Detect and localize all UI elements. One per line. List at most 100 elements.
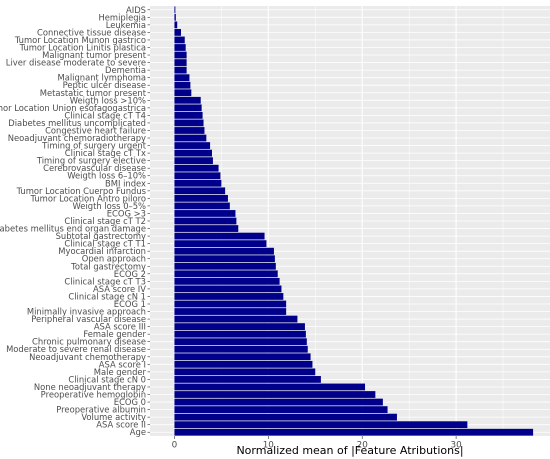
category-label: Neoadjuvant chemotherapy <box>29 352 146 362</box>
bar <box>174 262 276 270</box>
bar <box>174 172 221 180</box>
bar <box>174 285 282 293</box>
category-label: Subtotal gastrectomy <box>56 231 146 241</box>
bar <box>174 202 230 210</box>
bar <box>174 330 306 338</box>
category-label: Male gender <box>94 367 147 377</box>
bar <box>174 360 313 368</box>
category-label: Clinical stage cN 0 <box>68 374 146 384</box>
bar <box>174 44 186 51</box>
bar <box>174 308 287 315</box>
category-label: Minimally invasive approach <box>27 307 146 317</box>
category-label: Liver disease moderate to severe <box>6 58 146 68</box>
bar <box>174 149 212 157</box>
category-label: AIDS <box>126 5 146 15</box>
bar <box>174 315 298 323</box>
category-label: BMI index <box>105 178 146 188</box>
category-label: Tumor Location Antro piloro <box>30 193 146 203</box>
category-label: Moderate to severe renal disease <box>6 344 146 354</box>
category-label: Congestive heart failure <box>45 125 146 135</box>
x-tick-label: 30 <box>451 441 463 451</box>
bar <box>174 232 265 240</box>
bar <box>174 6 176 14</box>
category-label: None neoadjuvant therapy <box>34 382 146 392</box>
bar <box>174 74 190 82</box>
category-label: Leukemia <box>106 20 146 30</box>
bar <box>174 210 236 217</box>
category-label: Open approach <box>82 254 146 264</box>
bar <box>174 300 287 308</box>
category-label: Clinical stage cT T1 <box>64 239 146 249</box>
bar <box>174 13 176 21</box>
category-label: Cerebrovascular disease <box>43 163 146 173</box>
category-label: ASA score IV <box>93 284 146 294</box>
category-label: Clinical stage cT T3 <box>64 276 146 286</box>
bar <box>174 398 383 406</box>
x-tick-label: 10 <box>263 441 275 451</box>
bar <box>174 277 280 285</box>
bar <box>174 134 207 142</box>
bar <box>174 187 226 195</box>
category-label: Preoperative albumin <box>56 405 146 415</box>
category-label: Neoadjuvant chemoradiotherapy <box>8 133 146 143</box>
bar <box>174 194 228 202</box>
bar <box>174 225 239 232</box>
category-label: Peptic ulcer disease <box>63 80 146 90</box>
category-label: Age <box>130 427 146 437</box>
bar <box>174 255 275 263</box>
bar <box>174 368 316 376</box>
category-label: ASA score I <box>99 359 146 369</box>
category-label: Peripheral vascular disease <box>31 314 146 324</box>
category-label: Preoperative hemoglobin <box>41 390 146 400</box>
bar <box>174 338 307 346</box>
bar <box>174 36 185 44</box>
category-label: Total gastrectomy <box>70 261 146 271</box>
bar <box>174 89 192 97</box>
category-label: Clinical stage cN 1 <box>68 291 146 301</box>
bar <box>174 421 468 429</box>
bar <box>174 96 201 104</box>
category-label: Weigth loss 6–10% <box>67 171 146 181</box>
bar <box>174 51 187 59</box>
category-label: Chronic pulmonary disease <box>32 337 146 347</box>
bar <box>174 406 388 413</box>
bar <box>174 270 278 278</box>
category-label: Weigth loss 0–5% <box>73 201 147 211</box>
x-axis-title: Normalized mean of |Feature Atributions| <box>236 444 463 457</box>
bar <box>174 111 203 119</box>
bar <box>174 323 305 331</box>
category-label: ASA score II <box>96 420 146 430</box>
category-label: Tumor Location Linitis plastica <box>19 42 146 52</box>
y-tick-marks <box>147 9 150 433</box>
category-label: Timing of surgery elective <box>36 156 146 166</box>
bars <box>174 6 534 436</box>
category-label: Female gender <box>83 329 146 339</box>
category-label: Clinical stage cT T2 <box>64 216 146 226</box>
bar <box>174 21 178 29</box>
category-label: ECOG 0 <box>114 397 146 407</box>
category-label: ECOG 2 <box>114 269 146 279</box>
category-label: Timing of surgery urgent <box>41 141 147 151</box>
bar <box>174 293 284 300</box>
bar <box>174 376 321 383</box>
category-label: Myocardial infarction <box>58 246 146 256</box>
category-label: Malignant tumor present <box>42 50 147 60</box>
bar <box>174 142 211 149</box>
x-tick-label: 20 <box>357 441 369 451</box>
bar <box>174 29 181 36</box>
bar <box>174 391 376 398</box>
category-label: Clinical stage cT T4 <box>64 110 146 120</box>
bar <box>174 59 187 66</box>
bar <box>174 81 191 89</box>
category-label: Tumor Location Cuerpo Fundus <box>16 186 146 196</box>
bar <box>174 164 219 172</box>
bar <box>174 383 366 391</box>
bar <box>174 353 311 361</box>
category-label: ASA score III <box>94 322 146 332</box>
bar <box>174 240 267 248</box>
bar <box>174 104 202 112</box>
bar <box>174 217 237 225</box>
x-axis: 0 10 20 30 <box>172 436 462 451</box>
